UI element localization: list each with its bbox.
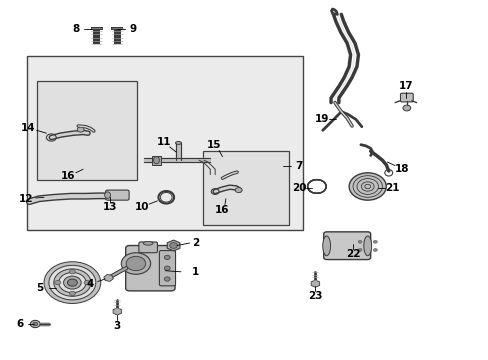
Text: 1: 1 bbox=[192, 267, 199, 277]
Text: 19: 19 bbox=[314, 114, 328, 124]
Circle shape bbox=[77, 127, 84, 132]
Text: 9: 9 bbox=[129, 24, 136, 34]
FancyBboxPatch shape bbox=[125, 246, 175, 291]
Circle shape bbox=[126, 256, 145, 271]
Circle shape bbox=[44, 262, 101, 303]
Circle shape bbox=[59, 273, 86, 293]
Bar bbox=[111, 27, 123, 30]
Circle shape bbox=[348, 173, 386, 200]
Text: 14: 14 bbox=[21, 123, 36, 133]
Text: 10: 10 bbox=[134, 202, 149, 212]
Bar bbox=[114, 28, 121, 44]
Circle shape bbox=[357, 240, 361, 243]
Text: 13: 13 bbox=[102, 202, 117, 212]
FancyBboxPatch shape bbox=[323, 232, 370, 260]
Circle shape bbox=[121, 253, 150, 274]
Circle shape bbox=[49, 265, 96, 300]
Bar bbox=[91, 27, 102, 30]
Circle shape bbox=[69, 291, 75, 296]
Text: 8: 8 bbox=[72, 24, 79, 34]
Bar bbox=[203, 151, 288, 225]
FancyBboxPatch shape bbox=[159, 251, 175, 286]
Text: 16: 16 bbox=[215, 204, 229, 215]
FancyBboxPatch shape bbox=[400, 93, 412, 102]
Text: 22: 22 bbox=[345, 249, 360, 259]
Bar bbox=[27, 56, 303, 230]
Bar bbox=[93, 28, 100, 44]
Ellipse shape bbox=[104, 192, 110, 198]
Text: 6: 6 bbox=[16, 319, 23, 329]
Text: 5: 5 bbox=[37, 283, 43, 293]
Ellipse shape bbox=[322, 236, 330, 256]
Text: 20: 20 bbox=[291, 183, 306, 193]
Text: 16: 16 bbox=[61, 171, 76, 181]
Text: 17: 17 bbox=[398, 81, 412, 91]
Ellipse shape bbox=[143, 242, 153, 245]
Circle shape bbox=[402, 105, 410, 111]
Circle shape bbox=[69, 270, 75, 274]
Text: 21: 21 bbox=[384, 183, 399, 193]
Circle shape bbox=[357, 248, 361, 251]
Ellipse shape bbox=[153, 157, 159, 164]
Bar bbox=[151, 156, 161, 165]
Circle shape bbox=[373, 248, 377, 251]
Text: 23: 23 bbox=[307, 291, 322, 301]
Circle shape bbox=[373, 240, 377, 243]
Circle shape bbox=[164, 266, 170, 270]
Bar bbox=[37, 81, 137, 180]
Text: 15: 15 bbox=[206, 140, 221, 150]
Text: 12: 12 bbox=[19, 194, 33, 204]
Circle shape bbox=[164, 255, 170, 260]
FancyBboxPatch shape bbox=[139, 242, 157, 253]
Ellipse shape bbox=[363, 236, 371, 256]
Circle shape bbox=[164, 277, 170, 281]
Text: 11: 11 bbox=[156, 137, 171, 147]
Circle shape bbox=[169, 243, 177, 248]
Ellipse shape bbox=[175, 141, 181, 144]
Circle shape bbox=[63, 276, 81, 289]
Circle shape bbox=[54, 269, 91, 296]
Circle shape bbox=[55, 280, 61, 285]
Circle shape bbox=[235, 188, 242, 193]
Text: 18: 18 bbox=[394, 164, 408, 174]
Circle shape bbox=[33, 322, 38, 326]
Text: 7: 7 bbox=[295, 161, 303, 171]
Text: 4: 4 bbox=[86, 279, 94, 289]
Text: 2: 2 bbox=[192, 238, 199, 248]
Circle shape bbox=[67, 279, 77, 286]
Circle shape bbox=[84, 280, 90, 285]
Text: 3: 3 bbox=[114, 321, 121, 331]
Circle shape bbox=[30, 320, 40, 328]
FancyBboxPatch shape bbox=[105, 190, 129, 200]
